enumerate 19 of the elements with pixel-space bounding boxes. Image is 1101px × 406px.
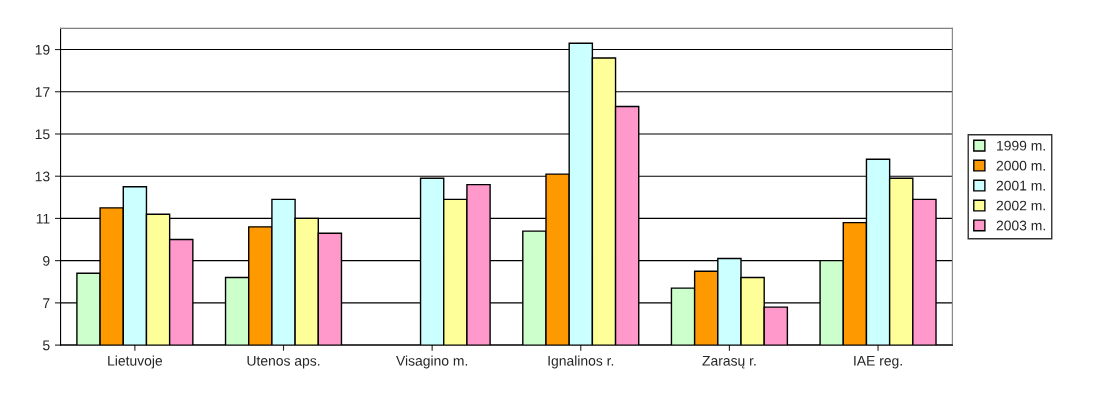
y-tick-label: 13	[35, 171, 50, 182]
legend-label: 2003 m.	[996, 220, 1045, 231]
legend-label: 2000 m.	[996, 160, 1045, 171]
y-tick-label: 7	[43, 298, 50, 308]
x-tick-label: Visagino m.	[396, 355, 468, 369]
y-tick-label: 15	[35, 129, 50, 140]
y-tick-label: 11	[36, 213, 50, 224]
x-tick-label: IAE reg.	[854, 356, 902, 369]
legend-label: 2001 m.	[996, 180, 1045, 191]
y-tick-label: 19	[35, 44, 50, 55]
y-tick-label: 17	[35, 87, 50, 97]
x-tick-label: Ignalinos r.	[548, 355, 614, 369]
x-tick-label: Zarasų r.	[702, 356, 756, 369]
legend-label: 1999 m.	[997, 140, 1045, 151]
legend-label: 2002 m.	[996, 200, 1045, 211]
y-tick-label: 5	[42, 340, 50, 351]
x-tick-label: Utenos aps.	[247, 356, 320, 369]
y-tick-label: 9	[43, 255, 50, 266]
x-tick-label: Lietuvoje	[108, 355, 163, 369]
